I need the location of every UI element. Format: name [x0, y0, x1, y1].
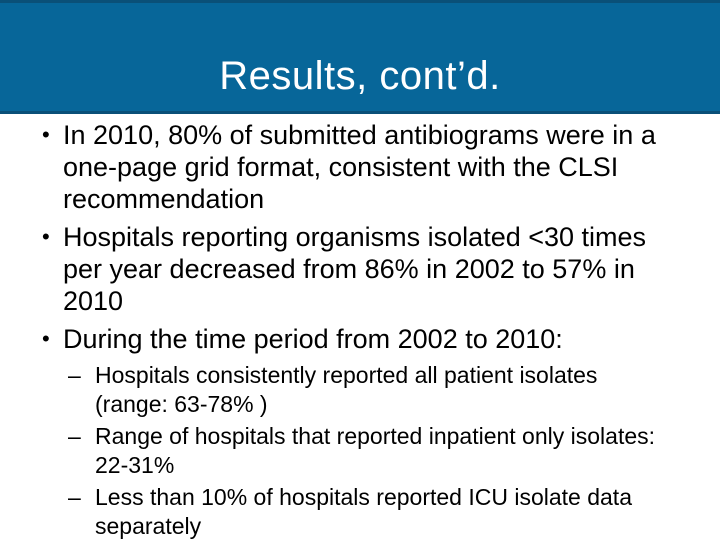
bullet-marker: –: [68, 362, 81, 388]
bullet-text: In 2010, 80% of submitted antibiograms w…: [63, 120, 656, 214]
slide-body: • In 2010, 80% of submitted antibiograms…: [0, 114, 720, 540]
slide-title: Results, cont’d.: [219, 54, 501, 98]
bullet-item: – Range of hospitals that reported inpat…: [68, 422, 702, 480]
bullet-marker: –: [68, 423, 81, 449]
bullet-item: – Hospitals consistently reported all pa…: [68, 361, 702, 419]
bullet-list: • In 2010, 80% of submitted antibiograms…: [42, 119, 702, 540]
bullet-text: During the time period from 2002 to 2010…: [63, 324, 563, 354]
title-bar: Results, cont’d.: [0, 0, 720, 114]
bullet-text: Hospitals reporting organisms isolated <…: [63, 222, 647, 316]
bullet-text: Range of hospitals that reported inpatie…: [95, 423, 656, 478]
bullet-marker: •: [42, 326, 50, 351]
bullet-item: • During the time period from 2002 to 20…: [42, 323, 702, 355]
bullet-text: Hospitals consistently reported all pati…: [95, 362, 598, 417]
bullet-item: • Hospitals reporting organisms isolated…: [42, 221, 702, 317]
bullet-marker: •: [42, 224, 50, 249]
bullet-item: • In 2010, 80% of submitted antibiograms…: [42, 119, 702, 215]
bullet-marker: –: [68, 484, 81, 510]
bullet-item: – Less than 10% of hospitals reported IC…: [68, 483, 702, 540]
bullet-text: Less than 10% of hospitals reported ICU …: [95, 484, 632, 539]
bullet-marker: •: [42, 122, 50, 147]
